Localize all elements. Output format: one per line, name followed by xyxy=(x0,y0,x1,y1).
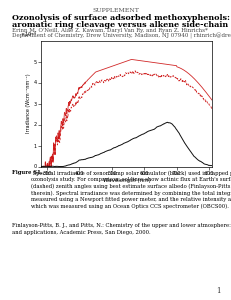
Text: Spectral irradiance of xenon lamp solar simulator (black) used in capped photost: Spectral irradiance of xenon lamp solar … xyxy=(31,170,231,209)
Y-axis label: Irradiance (Wcm⁻²nm⁻¹): Irradiance (Wcm⁻²nm⁻¹) xyxy=(25,74,30,133)
Text: Department of Chemistry, Drew University, Madison, NJ 07940 | rhinrich@drew.edu: Department of Chemistry, Drew University… xyxy=(12,33,231,39)
Text: Erinn M. O'Neill, Alae Z. Kawam, Daryl Van Ry, and Ryan Z. Hinrichs*: Erinn M. O'Neill, Alae Z. Kawam, Daryl V… xyxy=(12,28,207,33)
Text: aromatic ring cleavage versus alkene side-chain oxidation.: aromatic ring cleavage versus alkene sid… xyxy=(12,21,231,29)
Text: Ozonolysis of surface adsorbed methoxyphenols: Kinetics of: Ozonolysis of surface adsorbed methoxyph… xyxy=(12,14,231,22)
Text: $\times10^{-4}$: $\times10^{-4}$ xyxy=(20,30,37,39)
Text: SUPPLEMENT: SUPPLEMENT xyxy=(92,8,139,14)
Text: 1: 1 xyxy=(215,286,219,295)
Text: Figure S1.: Figure S1. xyxy=(12,170,42,175)
Text: Finlayson-Pitts, B. J., and Pitts, N.: Chemistry of the upper and lower atmosphe: Finlayson-Pitts, B. J., and Pitts, N.: C… xyxy=(12,224,231,235)
X-axis label: Wavelength (nm): Wavelength (nm) xyxy=(102,178,150,183)
